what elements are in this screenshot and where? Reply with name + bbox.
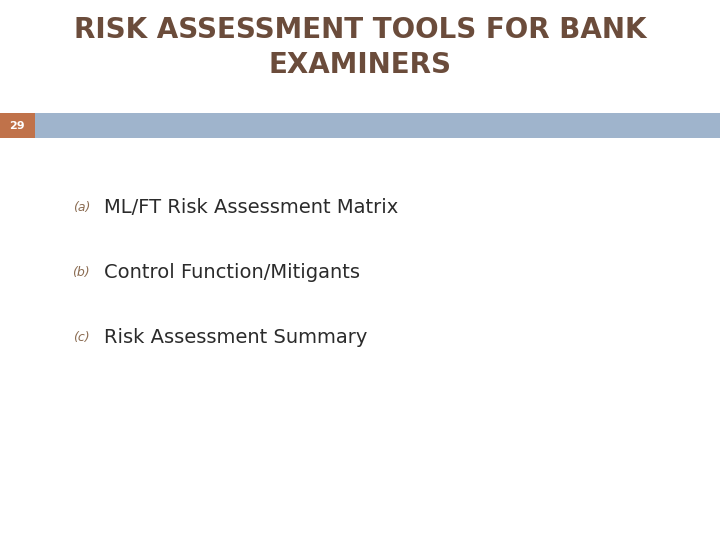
Text: (c): (c) <box>73 331 90 344</box>
Text: 29: 29 <box>9 120 25 131</box>
Text: (b): (b) <box>73 266 90 279</box>
Bar <box>0 113 720 138</box>
Text: ML/FT Risk Assessment Matrix: ML/FT Risk Assessment Matrix <box>104 198 399 218</box>
Text: RISK ASSESSMENT TOOLS FOR BANK
EXAMINERS: RISK ASSESSMENT TOOLS FOR BANK EXAMINERS <box>73 16 647 79</box>
Text: (a): (a) <box>73 201 90 214</box>
Text: Control Function/Mitigants: Control Function/Mitigants <box>104 263 361 282</box>
Text: Risk Assessment Summary: Risk Assessment Summary <box>104 328 368 347</box>
Bar <box>0 113 35 138</box>
